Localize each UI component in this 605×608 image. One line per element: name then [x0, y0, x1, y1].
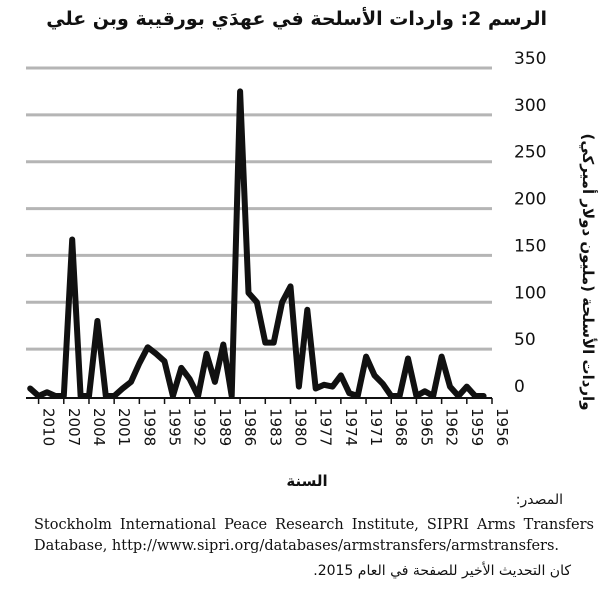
- y-tick-label: 50: [514, 330, 536, 350]
- y-axis-title: واردات الأسلحة (مليون دولار أميركي): [579, 133, 598, 410]
- y-tick-label: 150: [514, 236, 546, 256]
- x-tick-label: 1995: [166, 408, 184, 446]
- chart-title: الرسم 2: واردات الأسلحة في عهدَي بورقيبة…: [46, 8, 547, 30]
- source-label: المصدر:: [515, 492, 563, 508]
- x-tick-label: 1965: [417, 408, 435, 446]
- x-tick-label: 1989: [216, 408, 234, 446]
- x-tick-label: 1974: [342, 408, 360, 446]
- y-tick-label: 0: [514, 377, 525, 397]
- y-tick-label: 250: [514, 143, 546, 163]
- x-tick-label: 1998: [140, 408, 158, 446]
- x-tick-label: 1968: [392, 408, 410, 446]
- x-tick-label: 1962: [443, 408, 461, 446]
- y-tick-label: 300: [514, 96, 546, 116]
- x-tick-label: 2007: [65, 408, 83, 446]
- gridlines: [26, 66, 492, 351]
- x-tick-label: 1992: [191, 408, 209, 446]
- x-axis-title: السنة: [286, 472, 327, 490]
- x-tick-label: 1959: [468, 408, 486, 446]
- x-tick-label: 1986: [241, 408, 259, 446]
- update-note: كان التحديث الأخير للصفحة في العام 2015.: [313, 563, 571, 579]
- x-tick-labels: 2010 2007 2004 2001 1998 1995 1992 1989 1986 1983…: [37, 398, 511, 446]
- source-citation: Stockholm International Peace Research I…: [34, 517, 594, 554]
- x-tick-label: 2004: [90, 408, 108, 446]
- x-tick-label: 1956: [493, 408, 511, 446]
- x-tick-label: 1971: [367, 408, 385, 446]
- x-tick-label: 1977: [317, 408, 335, 446]
- y-tick-labels: 0 50 100 150 200 250 300 350: [514, 49, 546, 397]
- y-tick-label: 100: [514, 283, 546, 303]
- series-line: [27, 88, 487, 399]
- y-tick-label: 350: [514, 49, 546, 69]
- x-tick-label: 2001: [115, 408, 133, 446]
- x-tick-label: 2010: [40, 408, 58, 446]
- x-tick-label: 1983: [266, 408, 284, 446]
- x-tick-label: 1980: [291, 408, 309, 446]
- y-tick-label: 200: [514, 190, 546, 210]
